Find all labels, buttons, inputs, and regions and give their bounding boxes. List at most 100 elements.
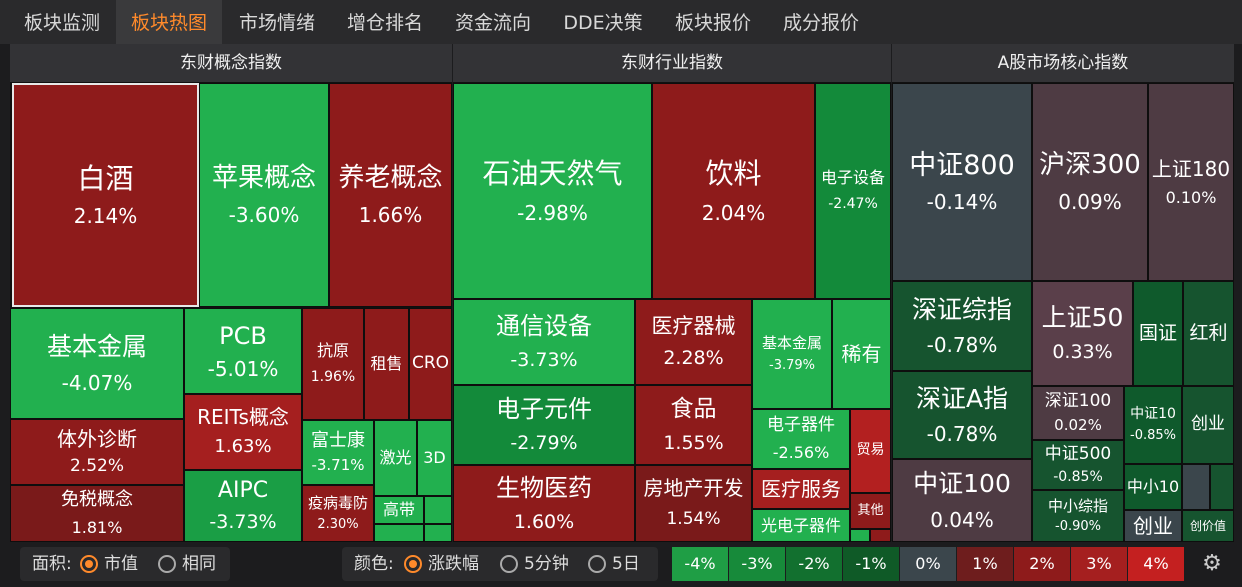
heatmap-tile[interactable]: 生物医药 1.60%	[453, 465, 635, 542]
radio-area-equal[interactable]	[158, 555, 176, 573]
heatmap-tile[interactable]: 石油天然气 -2.98%	[453, 83, 652, 299]
area-option-market-cap[interactable]: 市值	[104, 554, 138, 574]
heatmap-tile[interactable]: 医疗器械 2.28%	[635, 299, 752, 385]
tile-name: 上证180	[1151, 156, 1231, 181]
heatmap-tile[interactable]: 深证A指 -0.78%	[892, 371, 1032, 459]
heatmap-tile[interactable]: 食品 1.55%	[635, 385, 752, 465]
heatmap-tile[interactable]: 稀有	[832, 299, 891, 409]
heatmap-tile[interactable]: 房地产开发 1.54%	[635, 465, 752, 542]
heatmap-tile[interactable]: 电子元件 -2.79%	[453, 385, 635, 465]
tile-change: -4.07%	[61, 370, 133, 395]
heatmap-tile[interactable]	[374, 524, 424, 542]
tile-name: 激光	[379, 448, 412, 467]
tab-sector-quote[interactable]: 板块报价	[674, 12, 751, 34]
heatmap-tile[interactable]	[424, 524, 452, 542]
heatmap-tile[interactable]: 基本金属 -4.07%	[10, 308, 184, 419]
heatmap-tile[interactable]	[870, 529, 891, 542]
heatmap-tile[interactable]: 中证500 -0.85%	[1032, 440, 1124, 490]
heatmap-tile[interactable]: CRO	[409, 308, 452, 420]
heatmap-tile[interactable]: 饮料 2.04%	[652, 83, 815, 299]
heatmap-tile[interactable]: 抗原 1.96%	[302, 308, 364, 420]
heatmap-tile[interactable]: 3D	[417, 420, 452, 496]
heatmap-tile[interactable]: 免税概念 1.81%	[10, 485, 184, 542]
radio-color-5min[interactable]	[500, 555, 518, 573]
radio-area-market-cap[interactable]	[80, 555, 98, 573]
radio-color-5day[interactable]	[588, 555, 606, 573]
heatmap-tile[interactable]: PCB -5.01%	[184, 308, 302, 394]
heatmap-tile[interactable]: 中证10 -0.85%	[1124, 386, 1182, 464]
heatmap-tile[interactable]: 体外诊断 2.52%	[10, 419, 184, 485]
tile-name: 医疗器械	[651, 314, 736, 338]
tab-market-sentiment[interactable]: 市场情绪	[238, 12, 315, 34]
heatmap-tile[interactable]: 高带	[374, 496, 424, 524]
heatmap-tile[interactable]: 电子器件 -2.56%	[752, 409, 850, 469]
tab-position-ranking[interactable]: 增仓排名	[346, 12, 423, 34]
heatmap-tile[interactable]: 其他	[850, 493, 891, 529]
panel-title: 东财行业指数	[453, 44, 891, 83]
tile-change: 1.54%	[666, 509, 721, 530]
tile-name: 基本金属	[46, 332, 147, 362]
heatmap-tile[interactable]: 上证50 0.33%	[1032, 281, 1133, 386]
heatmap-tile[interactable]: 贸易	[850, 409, 891, 493]
heatmap-tile[interactable]: 上证180 0.10%	[1148, 83, 1234, 281]
heatmap-tile[interactable]: 创价值	[1182, 510, 1234, 542]
color-option-change[interactable]: 涨跌幅	[428, 554, 479, 574]
heatmap-tile[interactable]: 租售	[364, 308, 409, 420]
heatmap-tile[interactable]: 医疗服务	[752, 469, 850, 509]
tab-sector-monitor[interactable]: 板块监测	[23, 12, 100, 34]
tab-fund-flow[interactable]: 资金流向	[454, 12, 531, 34]
heatmap-tile[interactable]: 深证综指 -0.78%	[892, 281, 1032, 371]
heatmap-tile[interactable]: 中小10	[1124, 464, 1182, 510]
heatmap-tile[interactable]: 创业	[1182, 386, 1234, 464]
tile-change: 1.55%	[663, 431, 724, 454]
legend-swatch: 1%	[957, 547, 1013, 581]
tile-name: 体外诊断	[57, 426, 137, 451]
color-option-5min[interactable]: 5分钟	[524, 554, 569, 574]
heatmap-tile[interactable]: 电子设备 -2.47%	[815, 83, 891, 299]
heatmap-tile[interactable]	[850, 529, 870, 542]
heatmap-tile[interactable]: 苹果概念 -3.60%	[199, 83, 329, 307]
tile-name: 生物医药	[496, 473, 592, 502]
industry-index-panel: 东财行业指数 石油天然气 -2.98% 饮料 2.04% 电子设备 -2.47% 通信…	[453, 44, 891, 542]
color-option-5day[interactable]: 5日	[612, 554, 640, 574]
area-option-equal[interactable]: 相同	[182, 554, 216, 574]
gear-icon[interactable]: ⚙	[1202, 551, 1222, 576]
tile-change: -2.79%	[510, 432, 578, 455]
heatmap-tile[interactable]: 通信设备 -3.73%	[453, 299, 635, 385]
heatmap-tile[interactable]	[424, 496, 452, 524]
concept-index-panel: 东财概念指数 白酒 2.14% 苹果概念 -3.60% 养老概念 1.66% 基本金属…	[10, 44, 452, 542]
tile-name: 富士康	[311, 429, 365, 451]
heatmap-tile[interactable]: 白酒 2.14%	[12, 83, 199, 307]
heatmap-tile[interactable]	[1182, 464, 1210, 510]
heatmap-tile[interactable]: AIPC -3.73%	[184, 470, 302, 542]
heatmap-tile[interactable]: 创业	[1124, 510, 1182, 542]
heatmap-tile[interactable]: REITs概念 1.63%	[184, 394, 302, 470]
tab-dde-decision[interactable]: DDE决策	[563, 12, 643, 34]
tab-component-quote[interactable]: 成分报价	[782, 12, 859, 34]
heatmap-tile[interactable]: 深证100 0.02%	[1032, 386, 1124, 440]
heatmap-tile[interactable]: 光电子器件	[752, 509, 850, 542]
tile-change: 0.33%	[1052, 341, 1113, 364]
legend-swatch: -3%	[729, 547, 785, 581]
tile-change: -3.73%	[510, 349, 578, 372]
heatmap-tile[interactable]: 沪深300 0.09%	[1032, 83, 1148, 281]
heatmap-tile[interactable]: 中证100 0.04%	[892, 459, 1032, 542]
heatmap-tile[interactable]: 中小综指 -0.90%	[1032, 490, 1124, 542]
tile-name: 石油天然气	[482, 157, 623, 190]
heatmap-tile[interactable]	[1210, 464, 1234, 510]
tile-change: -3.60%	[228, 202, 300, 227]
heatmap-tile[interactable]: 疫病毒防 2.30%	[302, 485, 374, 542]
tab-sector-heatmap[interactable]: 板块热图	[116, 0, 222, 44]
heatmap-tile[interactable]: 激光	[374, 420, 417, 496]
tile-name: CRO	[411, 353, 450, 374]
radio-color-change[interactable]	[404, 555, 422, 573]
heatmap-tile[interactable]: 养老概念 1.66%	[329, 83, 452, 307]
heatmap-tile[interactable]: 红利	[1183, 281, 1234, 386]
tile-change: -5.01%	[207, 356, 279, 381]
tile-name: 电子元件	[496, 395, 592, 424]
tile-name: 租售	[370, 354, 403, 373]
heatmap-tile[interactable]: 中证800 -0.14%	[892, 83, 1032, 281]
heatmap-tile[interactable]: 国证	[1133, 281, 1183, 386]
heatmap-tile[interactable]: 基本金属 -3.79%	[752, 299, 832, 409]
heatmap-tile[interactable]: 富士康 -3.71%	[302, 420, 374, 485]
